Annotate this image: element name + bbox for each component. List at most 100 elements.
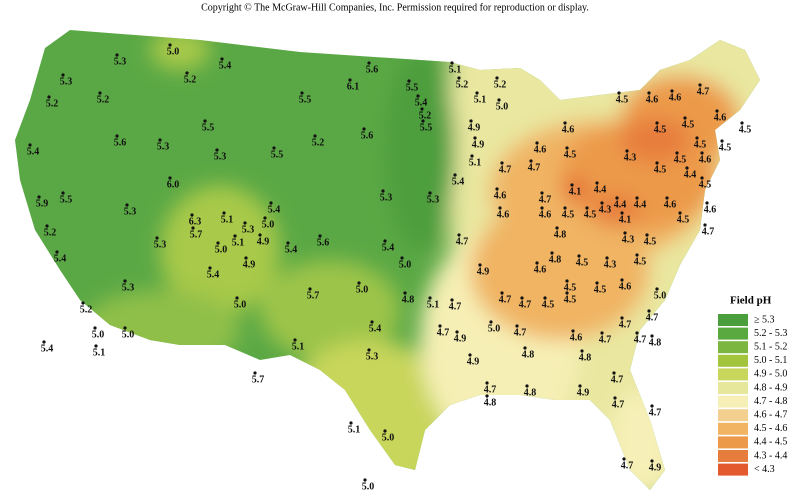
legend-swatch <box>718 382 748 394</box>
station-dot <box>438 324 442 328</box>
station-dot <box>635 253 639 257</box>
station-ph: 5.5 <box>420 122 433 133</box>
station-dot <box>37 195 41 199</box>
legend-label: 5.1 - 5.2 <box>754 341 787 352</box>
station-dot <box>585 206 589 210</box>
station-ph: 4.6 <box>646 94 659 105</box>
station-ph: 4.6 <box>664 199 677 210</box>
station-dot <box>540 206 544 210</box>
station-ph: 4.5 <box>699 179 712 190</box>
legend-swatch <box>718 436 748 449</box>
station-ph: 4.5 <box>674 154 687 165</box>
legend-label: 5.0 - 5.1 <box>754 355 787 366</box>
station-dot <box>535 261 539 265</box>
station-dot <box>407 79 411 83</box>
station-ph: 4.8 <box>549 254 562 265</box>
station-ph: 5.4 <box>54 253 67 264</box>
station-dot <box>253 371 257 375</box>
station-dot <box>155 236 159 240</box>
station-dot <box>655 287 659 291</box>
station-ph: 5.9 <box>36 198 49 209</box>
station-ph: 5.7 <box>252 374 265 385</box>
station-dot <box>555 226 559 230</box>
stations: 5.35.05.45.35.2 5.25.25.6 5.35.45.55.3 5.55… <box>27 43 752 492</box>
station-dot <box>403 291 407 295</box>
legend-label: 4.6 - 4.7 <box>754 409 787 420</box>
station-ph: 4.8 <box>554 229 567 240</box>
station-ph: 6.1 <box>347 81 360 92</box>
station-dot <box>580 349 584 353</box>
station-dot <box>190 213 194 217</box>
station-dot <box>215 148 219 152</box>
station-ph: 4.5 <box>644 236 657 247</box>
legend-swatch <box>718 327 748 340</box>
station-ph: 4.3 <box>624 152 637 163</box>
station-ph: 4.8 <box>402 294 415 305</box>
station-dot <box>123 326 127 330</box>
station-dot <box>42 340 46 344</box>
legend-swatch <box>718 450 748 462</box>
station-ph: 5.4 <box>219 60 232 71</box>
station-dot <box>363 478 367 482</box>
station-ph: 5.4 <box>452 176 465 187</box>
station-dot <box>565 291 569 295</box>
station-ph: 5.4 <box>369 323 382 334</box>
station-ph: 5.3 <box>157 141 170 152</box>
station-dot <box>497 98 501 102</box>
station-ph: 4.4 <box>594 184 607 195</box>
station-ph: 4.4 <box>684 169 697 180</box>
station-dot <box>81 301 85 305</box>
station-dot <box>525 384 529 388</box>
legend-label: 5.2 - 5.3 <box>754 328 787 339</box>
station-dot <box>348 78 352 82</box>
station-ph: 4.5 <box>564 149 577 160</box>
station-ph: 5.4 <box>207 269 220 280</box>
station-ph: 5.3 <box>60 76 73 87</box>
station-ph: 5.1 <box>93 347 106 358</box>
station-dot <box>703 223 707 227</box>
station-ph: 5.4 <box>27 146 40 157</box>
station-ph: 5.1 <box>232 237 245 248</box>
station-ph: 4.7 <box>484 384 497 395</box>
station-dot <box>258 233 262 237</box>
station-ph: 5.0 <box>496 101 509 112</box>
station-dot <box>220 57 224 61</box>
station-ph: 6.0 <box>167 179 180 190</box>
station-ph: 5.3 <box>214 151 227 162</box>
station-dot <box>455 330 459 334</box>
station-ph: 4.5 <box>677 214 690 225</box>
legend-swatch <box>718 341 748 354</box>
station-dot <box>650 459 654 463</box>
station-dot <box>308 287 312 291</box>
station-ph: 5.6 <box>114 137 127 148</box>
station-dot <box>400 256 404 260</box>
station-ph: 5.3 <box>124 206 137 217</box>
station-ph: 5.0 <box>488 323 501 334</box>
station-ph: 5.5 <box>299 94 312 105</box>
station-dot <box>605 256 609 260</box>
station-dot <box>381 189 385 193</box>
station-dot <box>620 211 624 215</box>
station-ph: 4.7 <box>619 319 632 330</box>
copyright: Copyright © The McGraw-Hill Companies, I… <box>201 2 589 13</box>
station-ph: 4.5 <box>739 124 752 135</box>
station-dot <box>700 151 704 155</box>
station-dot <box>185 71 189 75</box>
station-ph: 4.8 <box>579 352 592 363</box>
station-dot <box>313 134 317 138</box>
station-ph: 5.1 <box>449 64 462 75</box>
station-dot <box>683 116 687 120</box>
station-dot <box>700 176 704 180</box>
station-ph: 4.7 <box>702 226 715 237</box>
station-dot <box>565 279 569 283</box>
station-dot <box>370 320 374 324</box>
station-ph: 5.2 <box>44 227 57 238</box>
station-dot <box>93 326 97 330</box>
station-dot <box>61 191 65 195</box>
station-ph: 4.7 <box>649 407 662 418</box>
station-ph: 4.5 <box>594 284 607 295</box>
station-dot <box>647 309 651 313</box>
station-dot <box>571 329 575 333</box>
station-dot <box>233 234 237 238</box>
